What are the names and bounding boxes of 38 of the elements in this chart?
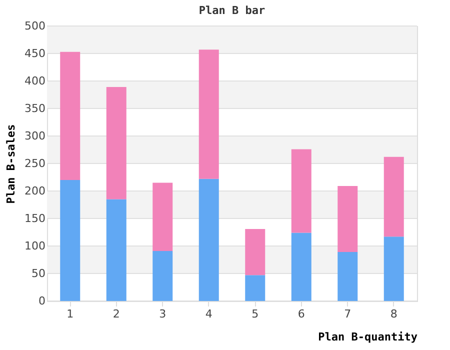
y-tick-label: 100 (24, 240, 46, 252)
x-tick-label: 1 (66, 308, 74, 320)
x-tick-label: 5 (252, 308, 259, 320)
x-tick-label: 2 (112, 308, 120, 320)
bar (384, 236, 404, 301)
bar (338, 252, 358, 301)
y-tick-label: 350 (24, 102, 46, 115)
bar (245, 275, 266, 301)
bar (198, 50, 219, 179)
bar (291, 149, 312, 233)
y-tick-label: 0 (38, 294, 46, 308)
y-tick-label: 150 (24, 212, 46, 225)
y-tick-label: 50 (32, 267, 46, 280)
y-axis-title: Plan B-sales (4, 124, 18, 204)
bar (106, 199, 126, 301)
x-tick-label: 8 (390, 308, 398, 320)
x-axis-title: Plan B-quantity (318, 330, 418, 344)
bar (245, 228, 266, 276)
bar (106, 87, 126, 200)
bar (384, 156, 404, 237)
bar (60, 180, 80, 301)
bar (152, 250, 173, 301)
x-tick-label: 6 (298, 308, 305, 320)
x-tick-label: 7 (344, 308, 352, 320)
y-tick-label: 250 (24, 157, 46, 170)
y-tick-label: 300 (24, 130, 46, 142)
bar (338, 186, 358, 252)
y-tick-label: 200 (24, 184, 46, 198)
bar (60, 52, 80, 180)
bar (152, 182, 173, 251)
bar (291, 232, 312, 301)
y-tick-label: 500 (24, 20, 46, 32)
x-tick-label: 3 (159, 308, 166, 320)
x-tick-label: 4 (205, 308, 212, 320)
y-tick-label: 450 (24, 47, 46, 60)
bar (198, 178, 219, 301)
y-tick-label: 400 (24, 74, 46, 88)
chart-title: Plan B bar (198, 4, 266, 17)
